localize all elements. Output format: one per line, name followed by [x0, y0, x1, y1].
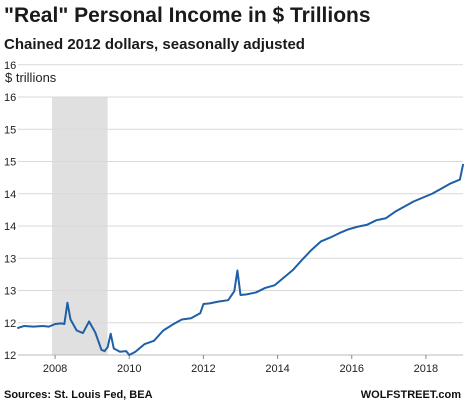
- brand-label: WOLFSTREET.com: [360, 389, 461, 401]
- y-axis-unit-label: $ trillions: [5, 70, 57, 85]
- y-tick-label-4: 14: [4, 221, 16, 233]
- series-line-0: [17, 163, 464, 356]
- chart-title: "Real" Personal Income in $ Trillions: [4, 4, 371, 27]
- y-tick-label-7: 15: [4, 124, 16, 136]
- source-note: Sources: St. Louis Fed, BEA: [4, 389, 153, 401]
- y-tick-label-8: 16: [4, 92, 16, 104]
- y-tick-label-0: 12: [4, 350, 16, 362]
- x-tick-label-4: 2016: [340, 363, 364, 375]
- y-tick-label-9: 16: [4, 60, 16, 72]
- y-tick-label-1: 12: [4, 318, 16, 330]
- y-tick-label-5: 14: [4, 189, 16, 201]
- x-tick-labels: 2008 2010 2012 2014 2016 2018: [43, 355, 438, 375]
- y-tick-label-2: 13: [4, 286, 16, 298]
- x-tick-label-1: 2010: [117, 363, 141, 375]
- y-tick-labels: 12 12 13 13 14 14 15 15 16 16: [4, 60, 16, 362]
- x-tick-label-3: 2014: [265, 363, 289, 375]
- grid-layer: [18, 64, 463, 356]
- x-tick-label-0: 2008: [43, 363, 67, 375]
- series-layer: [17, 163, 464, 356]
- x-tick-label-5: 2018: [414, 363, 438, 375]
- y-tick-label-3: 13: [4, 253, 16, 265]
- x-tick-label-2: 2012: [191, 363, 215, 375]
- chart-subtitle: Chained 2012 dollars, seasonally adjuste…: [4, 36, 305, 53]
- y-tick-label-6: 15: [4, 157, 16, 169]
